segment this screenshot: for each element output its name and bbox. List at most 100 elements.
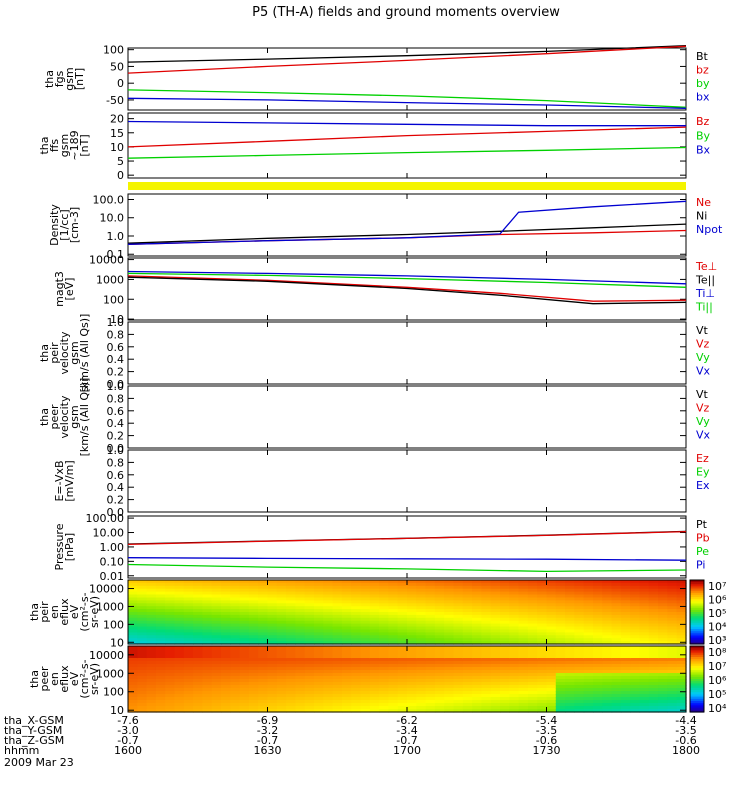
spectrogram-cell (360, 649, 371, 653)
spectrogram-cell (323, 646, 334, 650)
spectrogram-cell (667, 582, 678, 587)
y-tick-label: 10000 (89, 254, 124, 267)
spectrogram-cell (397, 597, 408, 601)
spectrogram-cell (183, 679, 194, 683)
spectrogram-cell (267, 629, 278, 633)
spectrogram-cell (444, 670, 455, 674)
spectrogram-cell (630, 626, 641, 630)
spectrogram-cell (239, 588, 250, 593)
spectrogram-cell (490, 585, 501, 590)
spectrogram-cell (183, 688, 194, 692)
spectrogram-cell (183, 632, 194, 636)
position-value: -6.9 (257, 714, 278, 727)
spectrogram-cell (434, 700, 445, 704)
spectrogram-cell (202, 612, 213, 616)
spectrogram-cell (128, 594, 138, 598)
spectrogram-cell (462, 623, 473, 628)
spectrogram-cell (304, 617, 315, 622)
spectrogram-cell (276, 697, 287, 701)
spectrogram-cell (434, 594, 445, 598)
spectrogram-cell (155, 658, 166, 662)
spectrogram-cell (620, 626, 631, 630)
spectrogram-cell (537, 582, 548, 587)
series-line-Ni (127, 223, 687, 244)
spectrogram-cell (434, 685, 445, 689)
spectrogram-cell (267, 617, 278, 622)
spectrogram-cell (555, 679, 566, 683)
y-tick-label: 0.10 (100, 555, 125, 568)
spectrogram-cell (667, 635, 678, 639)
spectrogram-cell (611, 580, 622, 584)
spectrogram-cell (620, 600, 631, 604)
spectrogram-cell (574, 606, 585, 610)
time-tick-label: 1700 (393, 744, 421, 757)
spectrogram-cell (137, 670, 148, 674)
spectrogram-cell (276, 706, 287, 710)
spectrogram-cell (369, 694, 380, 698)
spectrogram-cell (202, 597, 213, 601)
spectrogram-cell (379, 617, 389, 622)
spectrogram-cell (128, 706, 138, 710)
spectrogram-cell (230, 694, 241, 698)
spectrogram-cell (379, 609, 389, 613)
spectrogram-cell (630, 682, 641, 686)
spectrogram-cell (388, 582, 399, 587)
colorbar-segment (690, 633, 704, 636)
spectrogram-cell (472, 685, 482, 689)
spectrogram-cell (546, 655, 557, 659)
spectrogram-cell (341, 641, 352, 645)
spectrogram-cell (407, 614, 417, 619)
spectrogram-cell (648, 638, 659, 642)
spectrogram-cell (360, 588, 371, 593)
spectrogram-cell (397, 582, 408, 587)
spectrogram-cell (137, 679, 148, 683)
series-line-Bz (127, 126, 687, 148)
spectrogram-cell (453, 588, 464, 593)
spectrogram-cell (388, 655, 399, 659)
spectrogram-cell (546, 691, 557, 695)
spectrogram-cell (546, 617, 557, 622)
spectrogram-cell (193, 703, 203, 707)
spectrogram-cell (276, 703, 287, 707)
spectrogram-cell (407, 597, 417, 601)
spectrogram-cell (379, 603, 389, 607)
spectrogram-cell (351, 694, 362, 698)
spectrogram-cell (388, 673, 399, 677)
spectrogram-cell (537, 679, 548, 683)
spectrogram-cell (639, 688, 650, 692)
spectrogram-cell (667, 649, 678, 653)
spectrogram-cell (193, 664, 203, 668)
spectrogram-cell (248, 635, 259, 639)
spectrogram-cell (527, 629, 538, 633)
spectrogram-cell (639, 612, 650, 616)
spectrogram-cell (593, 682, 603, 686)
spectrogram-cell (518, 667, 529, 671)
spectrogram-cell (444, 632, 455, 636)
spectrogram-cell (611, 679, 622, 683)
spectrogram-cell (490, 632, 501, 636)
spectrogram-cell (128, 580, 138, 584)
spectrogram-cell (444, 626, 455, 630)
spectrogram-cell (453, 661, 464, 665)
spectrogram-cell (518, 658, 529, 662)
spectrogram-cell (574, 649, 585, 653)
spectrogram-cell (667, 670, 678, 674)
spectrogram-cell (174, 580, 185, 584)
spectrogram-cell (295, 620, 306, 625)
spectrogram-cell (276, 688, 287, 692)
spectrogram-cell (407, 691, 417, 695)
spectrogram-cell (611, 703, 622, 707)
spectrogram-cell (360, 591, 371, 596)
spectrogram-cell (388, 612, 399, 616)
spectrogram-cell (583, 585, 594, 590)
spectrogram-cell (137, 629, 148, 633)
spectrogram-cell (174, 691, 185, 695)
spectrogram-cell (341, 700, 352, 704)
spectrogram-cell (146, 609, 157, 613)
spectrogram-cell (193, 635, 203, 639)
spectrogram-cell (276, 709, 287, 713)
spectrogram-cell (537, 661, 548, 665)
spectrogram-cell (258, 700, 269, 704)
spectrogram-cell (565, 661, 575, 665)
spectrogram-cell (276, 700, 287, 704)
